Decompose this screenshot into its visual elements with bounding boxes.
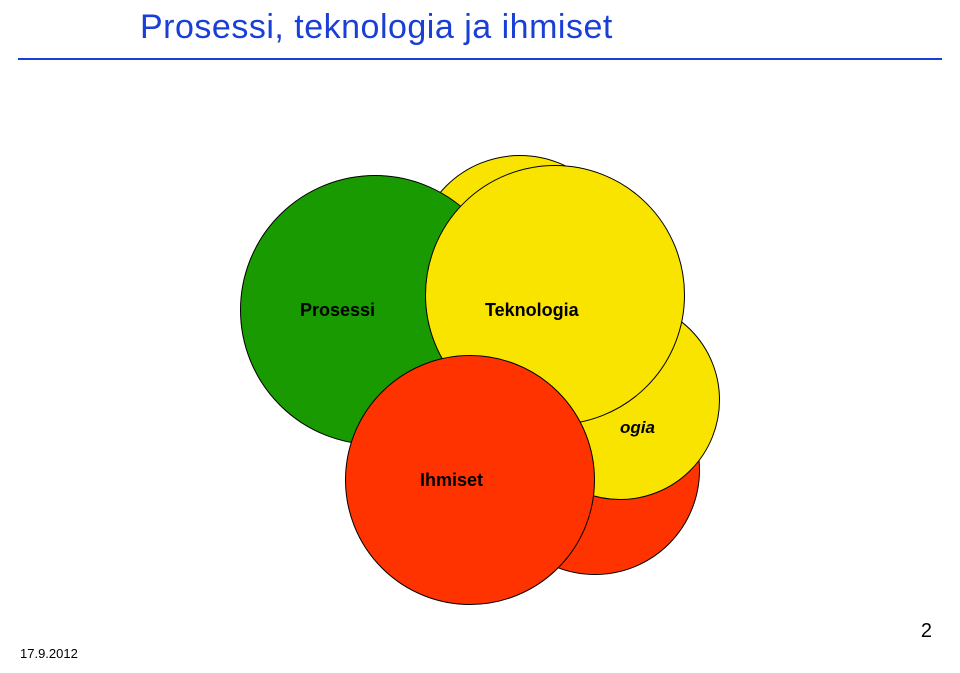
diagram-canvas: Prosessi Teknologia ogia Ihmiset <box>0 0 960 673</box>
footer-page-number: 2 <box>921 620 932 643</box>
footer-date: 17.9.2012 <box>20 646 78 661</box>
slide: Prosessi, teknologia ja ihmiset Prosessi… <box>0 0 960 673</box>
label-ogia: ogia <box>620 418 655 438</box>
label-ihmiset: Ihmiset <box>420 470 483 491</box>
label-prosessi: Prosessi <box>300 300 375 321</box>
label-teknologia: Teknologia <box>485 300 579 321</box>
